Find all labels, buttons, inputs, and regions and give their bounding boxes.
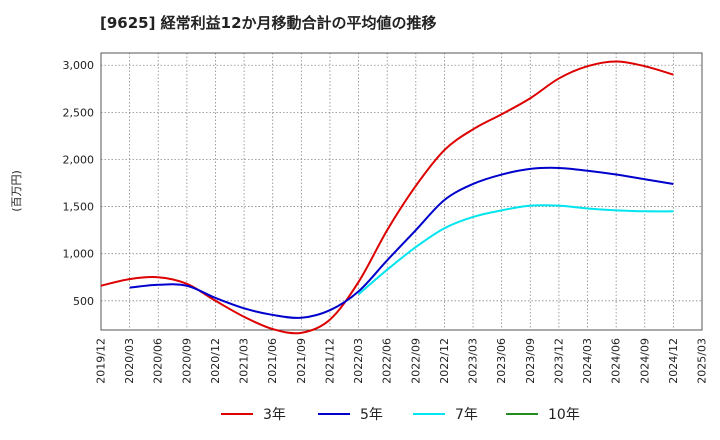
y-axis-label: (百万円) <box>10 170 23 212</box>
x-tick-label: 2022/12 <box>438 338 451 384</box>
x-tick-label: 2025/03 <box>696 338 709 384</box>
x-tick-label: 2021/03 <box>238 338 251 384</box>
plot-area <box>100 52 703 331</box>
x-tick-label: 2020/03 <box>123 338 136 384</box>
x-tick-label: 2019/12 <box>95 338 108 384</box>
x-tick-label: 2023/06 <box>495 338 508 384</box>
series-line-7年 <box>357 204 674 295</box>
y-tick-label: 1,000 <box>63 248 95 261</box>
y-tick-label: 1,500 <box>63 201 95 214</box>
x-tick-label: 2020/06 <box>152 338 165 384</box>
grid <box>101 53 702 330</box>
series-lines <box>100 60 674 335</box>
x-tick-label: 2020/09 <box>180 338 193 384</box>
y-axis: 500 1,000 1,500 2,000 2,500 3,000 <box>63 59 95 308</box>
y-tick-label: 2,500 <box>63 106 95 119</box>
legend-label: 7年 <box>455 407 478 423</box>
legend-label: 3年 <box>263 407 286 423</box>
x-tick-label: 2020/12 <box>209 338 222 384</box>
x-tick-label: 2024/03 <box>581 338 594 384</box>
x-tick-label: 2021/06 <box>266 338 279 384</box>
x-axis: 2019/12 2020/03 2020/06 2020/09 2020/12 2021/… <box>95 338 709 384</box>
legend-label: 10年 <box>548 407 580 423</box>
x-tick-label: 2023/12 <box>552 338 565 384</box>
x-tick-label: 2021/09 <box>295 338 308 384</box>
x-tick-label: 2022/09 <box>409 338 422 384</box>
x-tick-label: 2024/12 <box>667 338 680 384</box>
legend: 3年 5年 7年 10年 <box>221 407 580 423</box>
y-tick-label: 2,000 <box>63 153 95 166</box>
x-tick-label: 2021/12 <box>323 338 336 384</box>
x-tick-label: 2023/09 <box>524 338 537 384</box>
x-tick-label: 2023/03 <box>467 338 480 384</box>
series-line-5年 <box>129 166 674 319</box>
legend-label: 5年 <box>360 407 383 423</box>
x-tick-label: 2024/06 <box>610 338 623 384</box>
chart-title: [9625] 経常利益12か月移動合計の平均値の推移 <box>100 14 437 32</box>
x-tick-label: 2022/03 <box>352 338 365 384</box>
x-tick-label: 2022/06 <box>381 338 394 384</box>
y-tick-label: 3,000 <box>63 59 95 72</box>
y-tick-label: 500 <box>73 295 94 308</box>
x-tick-label: 2024/09 <box>638 338 651 384</box>
